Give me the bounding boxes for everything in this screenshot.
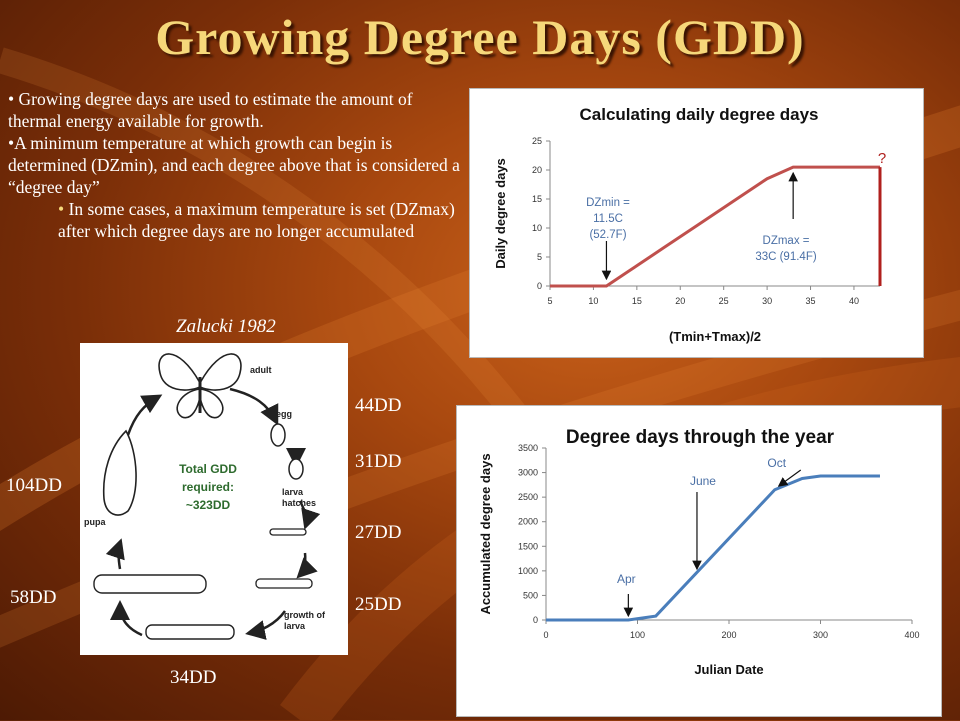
stage-label-egg: egg <box>276 409 292 419</box>
life-cycle-diagram: adult egg larva hatches growth of larva pu… <box>80 343 348 655</box>
bullet-list: • Growing degree days are used to estima… <box>8 88 470 242</box>
stage-label-larva-hatches: larva hatches <box>282 487 316 508</box>
chart-title: Degree days through the year <box>566 427 835 448</box>
dzmin-label-line2: 11.5C <box>593 213 623 225</box>
x-axis-label: (Tmin+Tmax)/2 <box>669 329 761 344</box>
apr-label: Apr <box>617 572 636 586</box>
x-tick-label: 10 <box>588 296 598 306</box>
growth-line2: larva <box>284 621 306 631</box>
x-tick-label: 300 <box>813 630 828 640</box>
stage-label-pupa: pupa <box>84 517 106 527</box>
caterpillar-small-icon <box>269 528 307 536</box>
x-tick-label: 20 <box>675 296 685 306</box>
y-tick-label: 2500 <box>518 492 538 502</box>
oct-arrow <box>777 469 802 487</box>
y-tick-label: 3000 <box>518 468 538 478</box>
y-tick-label: 0 <box>537 281 542 291</box>
series-line <box>546 474 880 622</box>
x-axis-label: Julian Date <box>694 662 763 677</box>
x-tick-label: 0 <box>543 630 548 640</box>
dd-label-hatch: 31DD <box>355 451 402 472</box>
x-tick-label: 35 <box>806 296 816 306</box>
chart-title: Calculating daily degree days <box>579 105 818 124</box>
total-gdd-line3: ~323DD <box>186 498 231 512</box>
y-tick-label: 1000 <box>518 566 538 576</box>
cycle-arrow <box>110 600 143 637</box>
bullet-3: • In some cases, a maximum temperature i… <box>58 199 455 241</box>
chart-daily-degree-days: Calculating daily degree days 5 10 15 20 25 30… <box>469 88 924 358</box>
cycle-arrow <box>105 538 125 570</box>
dzmax-label-line1: DZmax = <box>763 235 810 247</box>
caterpillar-large-icon <box>145 624 235 640</box>
larva-hatches-line1: larva <box>282 487 304 497</box>
dzmax-label-line2: 33C (91.4F) <box>755 251 817 263</box>
x-tick-label: 5 <box>547 296 552 306</box>
bullet-1: • Growing degree days are used to estima… <box>8 89 413 131</box>
y-tick-label: 1500 <box>518 541 538 551</box>
june-label: June <box>690 474 716 488</box>
dd-label-larva-2: 25DD <box>355 594 402 615</box>
cycle-arrow <box>296 552 318 579</box>
x-tick-label: 100 <box>630 630 645 640</box>
citation: Zalucki 1982 <box>176 316 276 337</box>
x-tick-label: 40 <box>849 296 859 306</box>
y-axis-label: Daily degree days <box>493 158 508 269</box>
caterpillar-largest-icon <box>93 574 207 594</box>
life-cycle-svg: adult egg larva hatches growth of larva pu… <box>84 353 326 640</box>
oct-label: Oct <box>767 456 786 470</box>
bullet-2: •A minimum temperature at which growth c… <box>8 133 460 197</box>
dzmin-label-line1: DZmin = <box>586 197 630 209</box>
dd-label-pupa: 104DD <box>6 475 62 496</box>
cycle-arrow <box>298 500 321 530</box>
total-gdd-line1: Total GDD <box>179 462 237 476</box>
stage-label-growth: growth of larva <box>284 610 326 631</box>
cycle-arrow <box>229 387 279 426</box>
dd-label-adult-egg: 44DD <box>355 395 402 416</box>
cycle-arrow <box>245 610 287 640</box>
y-tick-label: 20 <box>532 165 542 175</box>
x-tick-label: 400 <box>904 630 919 640</box>
x-tick-label: 200 <box>721 630 736 640</box>
x-tick-label: 30 <box>762 296 772 306</box>
y-axis-label: Accumulated degree days <box>478 453 493 614</box>
total-gdd-line2: required: <box>182 480 234 494</box>
cycle-arrow <box>126 394 163 436</box>
y-tick-label: 3500 <box>518 443 538 453</box>
dzmin-label-line3: (52.7F) <box>589 229 626 241</box>
question-mark: ? <box>878 150 886 167</box>
egg-icon <box>270 423 286 447</box>
y-tick-label: 2000 <box>518 517 538 527</box>
chart-yearly-svg: Degree days through the year 0 100 200 300 40… <box>478 427 920 677</box>
y-tick-label: 15 <box>532 194 542 204</box>
dd-label-larva-1: 27DD <box>355 522 402 543</box>
pupa-icon <box>102 429 137 516</box>
caterpillar-medium-icon <box>255 578 313 589</box>
chart-yearly-degree-days: Degree days through the year 0 100 200 300 40… <box>456 405 942 717</box>
butterfly-icon <box>158 353 242 419</box>
y-tick-label: 500 <box>523 590 538 600</box>
x-tick-label: 15 <box>632 296 642 306</box>
hatching-egg-icon <box>288 458 304 480</box>
page-title: Growing Degree Days (GDD) <box>155 9 805 65</box>
y-tick-label: 0 <box>533 615 538 625</box>
dd-label-larva-3: 34DD <box>170 667 217 688</box>
x-tick-label: 25 <box>719 296 729 306</box>
y-tick-label: 5 <box>537 252 542 262</box>
growth-line1: growth of <box>284 610 326 620</box>
stage-label-adult: adult <box>250 365 272 375</box>
series-line <box>550 165 880 288</box>
y-tick-label: 10 <box>532 223 542 233</box>
larva-hatches-line2: hatches <box>282 498 316 508</box>
dd-label-larva-4: 58DD <box>10 587 57 608</box>
chart-daily-svg: Calculating daily degree days 5 10 15 20 25 30… <box>493 105 886 344</box>
y-tick-label: 25 <box>532 136 542 146</box>
